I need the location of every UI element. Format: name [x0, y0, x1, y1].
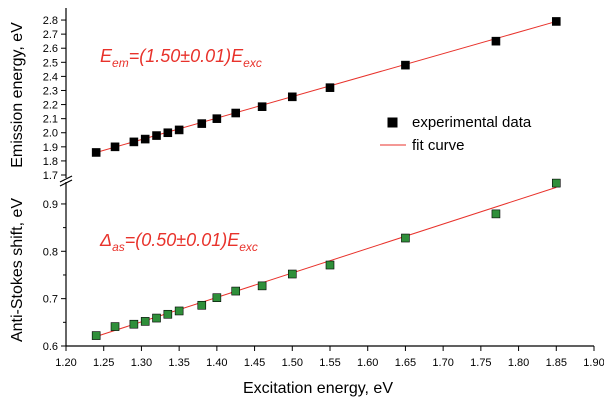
data-point-bottom: [110, 322, 120, 331]
x-tick-label: 1.45: [244, 357, 265, 369]
data-point-top: [401, 60, 410, 70]
data-point-top: [91, 148, 101, 157]
x-tick-label: 1.55: [319, 357, 340, 369]
legend-label-experimental: experimental data: [412, 114, 532, 131]
y-tick-label-top: 2.4: [43, 71, 58, 83]
x-axis-label: Excitation energy, eV: [243, 380, 393, 397]
data-point-top: [257, 102, 267, 111]
y-tick-label-top: 2.8: [43, 15, 58, 27]
data-point-top: [110, 142, 120, 152]
x-tick-label: 1.50: [282, 357, 303, 369]
data-point-top: [551, 17, 561, 26]
x-tick-label: 1.85: [546, 357, 567, 369]
axis-break-mark: [59, 175, 73, 183]
y-axis-label-top: Emission energy, eV: [9, 22, 26, 168]
data-point-top: [140, 134, 150, 144]
data-point-top: [174, 125, 184, 135]
data-point-top: [197, 119, 207, 128]
data-point-bottom: [325, 260, 335, 270]
data-point-bottom: [197, 300, 207, 310]
data-point-bottom: [257, 281, 267, 291]
data-point-top: [287, 92, 297, 102]
data-point-bottom: [140, 317, 150, 326]
y-tick-label-bottom: 0.8: [43, 246, 58, 258]
y-axis-label-bottom: Anti-Stokes shift, eV: [9, 198, 26, 342]
y-tick-label-bottom: 0.7: [43, 294, 58, 306]
data-point-top: [152, 131, 161, 140]
x-tick-label: 1.60: [357, 357, 378, 369]
fit-equation-top: Eem=(1.50±0.01)Eexc: [100, 46, 262, 70]
top-panel: 1.7 1.8 1.9 2.0 2.1 2.2 2.3 2.4 2.5 2.6 2.7 2.8 Eem=…: [43, 8, 561, 182]
data-point-bottom: [163, 309, 173, 319]
data-point-bottom: [287, 269, 297, 279]
x-tick-label: 1.25: [93, 357, 114, 369]
data-point-top: [231, 108, 241, 118]
data-point-top: [491, 36, 501, 46]
y-tick-label-top: 2.1: [43, 114, 58, 126]
x-tick-label: 1.20: [55, 357, 76, 369]
y-tick-label-top: 1.8: [43, 156, 58, 168]
data-point-bottom: [91, 331, 101, 340]
y-tick-label-bottom: 0.6: [43, 341, 58, 353]
x-tick-label: 1.35: [168, 357, 189, 369]
x-tick-label: 1.65: [395, 357, 416, 369]
axis-break-mark: [59, 179, 73, 187]
data-point-bottom: [491, 209, 501, 219]
data-point-top: [212, 114, 222, 123]
legend-marker-experimental: [387, 117, 398, 128]
fit-equation-bottom: Δas=(0.50±0.01)Eexc: [99, 230, 258, 254]
y-tick-label-top: 1.9: [43, 142, 58, 154]
y-tick-label-top: 2.0: [43, 128, 58, 140]
data-point-bottom: [174, 306, 184, 316]
x-tick-label: 1.75: [470, 357, 491, 369]
y-tick-label-top: 2.2: [43, 100, 58, 112]
data-point-top: [129, 137, 139, 147]
axis-break-marker: [59, 175, 73, 187]
data-point-top: [325, 83, 335, 92]
y-tick-label-bottom: 0.9: [43, 199, 58, 211]
data-point-bottom: [152, 313, 161, 323]
data-point-bottom: [401, 233, 410, 243]
y-tick-label-top: 2.5: [43, 57, 58, 69]
bottom-panel: 0.6 0.7 0.8 0.9 1.20 1.25 1.30 1.35 1.40 1.45 1.50…: [43, 178, 604, 369]
data-point-bottom: [551, 178, 561, 188]
y-tick-label-top: 2.6: [43, 43, 58, 55]
y-tick-label-top: 1.7: [43, 170, 58, 182]
x-tick-label: 1.70: [432, 357, 453, 369]
data-point-bottom: [231, 286, 241, 296]
data-point-bottom: [129, 319, 139, 329]
legend-label-fit: fit curve: [412, 137, 465, 154]
data-point-bottom: [212, 293, 222, 303]
x-tick-label: 1.90: [583, 357, 604, 369]
data-point-top: [163, 128, 173, 138]
y-tick-label-top: 2.3: [43, 85, 58, 97]
x-tick-label: 1.30: [131, 357, 152, 369]
x-tick-label: 1.40: [206, 357, 227, 369]
x-tick-label: 1.80: [508, 357, 529, 369]
y-tick-label-top: 2.7: [43, 29, 58, 41]
